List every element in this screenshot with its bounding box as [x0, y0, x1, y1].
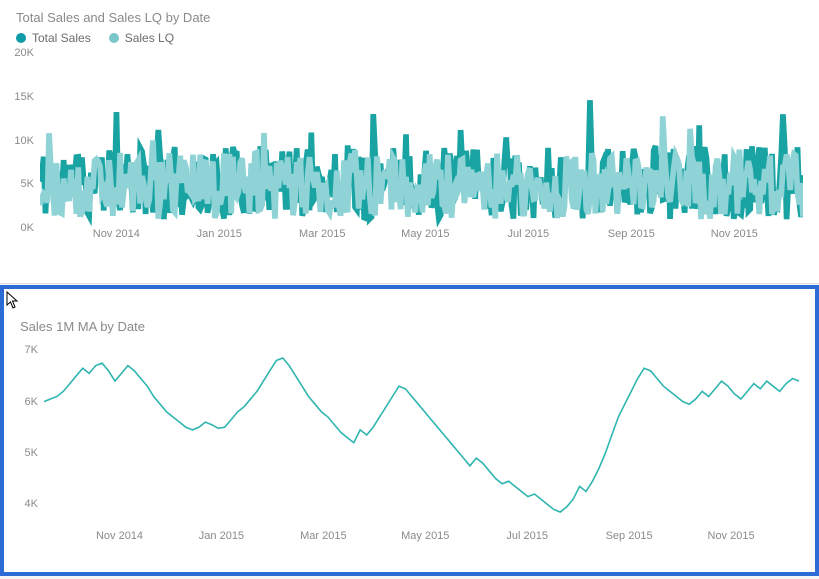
top-chart-panel: Total Sales and Sales LQ by Date Total S…	[0, 0, 819, 284]
top-x-axis: Nov 2014 Jan 2015 Mar 2015 May 2015 Jul 2015…	[40, 228, 803, 248]
x-tick-label: Nov 2015	[708, 530, 755, 542]
x-tick-label: May 2015	[401, 530, 449, 542]
y-tick-label: 10K	[14, 135, 34, 147]
y-tick-label: 7K	[25, 344, 38, 356]
cursor-icon	[6, 291, 20, 314]
y-tick-label: 20K	[14, 47, 34, 59]
x-tick-label: Jul 2015	[506, 530, 548, 542]
legend-item-total-sales[interactable]: Total Sales	[16, 31, 91, 45]
x-tick-label: Mar 2015	[299, 228, 345, 240]
y-tick-label: 6K	[25, 396, 38, 408]
x-tick-label: Nov 2014	[96, 530, 143, 542]
bottom-chart-area: 4K5K6K7K Nov 2014Jan 2015Mar 2015May 201…	[4, 340, 807, 530]
y-tick-label: 5K	[25, 447, 38, 459]
top-y-axis: 0K5K10K15K20K	[0, 53, 40, 228]
bottom-x-axis: Nov 2014 Jan 2015 Mar 2015 May 2015 Jul 2015…	[44, 530, 799, 550]
legend-swatch	[16, 33, 26, 43]
legend-swatch	[109, 33, 119, 43]
x-tick-label: Sep 2015	[608, 228, 655, 240]
legend-item-sales-lq[interactable]: Sales LQ	[109, 31, 174, 45]
x-tick-label: May 2015	[401, 228, 449, 240]
series-line	[44, 358, 799, 512]
bottom-chart-selection-frame[interactable]: ••• Sales 1M MA by Date 4K5K6K7K Nov 201…	[0, 285, 819, 576]
x-tick-label: Mar 2015	[300, 530, 346, 542]
x-tick-label: Jan 2015	[197, 228, 242, 240]
top-plot	[40, 53, 803, 228]
x-tick-label: Nov 2014	[93, 228, 140, 240]
bottom-chart-panel: Sales 1M MA by Date 4K 5K 6K 7K Nov 2014 Jan…	[4, 289, 815, 572]
y-tick-label: 0K	[21, 222, 34, 234]
x-tick-label: Jan 2015	[199, 530, 244, 542]
x-tick-label: Jul 2015	[508, 228, 550, 240]
x-tick-label: Nov 2015	[711, 228, 758, 240]
top-chart-area: 0K5K10K15K20K Nov 2014Jan 2015Mar 2015Ma…	[0, 53, 811, 228]
top-chart-legend: Total Sales Sales LQ	[0, 31, 819, 53]
bottom-y-axis: 4K 5K 6K 7K	[4, 340, 44, 530]
bottom-chart-title: Sales 1M MA by Date	[4, 319, 815, 340]
top-line-svg	[40, 53, 803, 228]
legend-label: Sales LQ	[125, 31, 174, 45]
y-tick-label: 4K	[25, 498, 38, 510]
legend-label: Total Sales	[32, 31, 91, 45]
x-tick-label: Sep 2015	[606, 530, 653, 542]
top-chart-title: Total Sales and Sales LQ by Date	[0, 0, 819, 31]
y-tick-label: 5K	[21, 178, 34, 190]
y-tick-label: 15K	[14, 91, 34, 103]
bottom-line-svg	[44, 340, 799, 530]
bottom-plot	[44, 340, 799, 530]
